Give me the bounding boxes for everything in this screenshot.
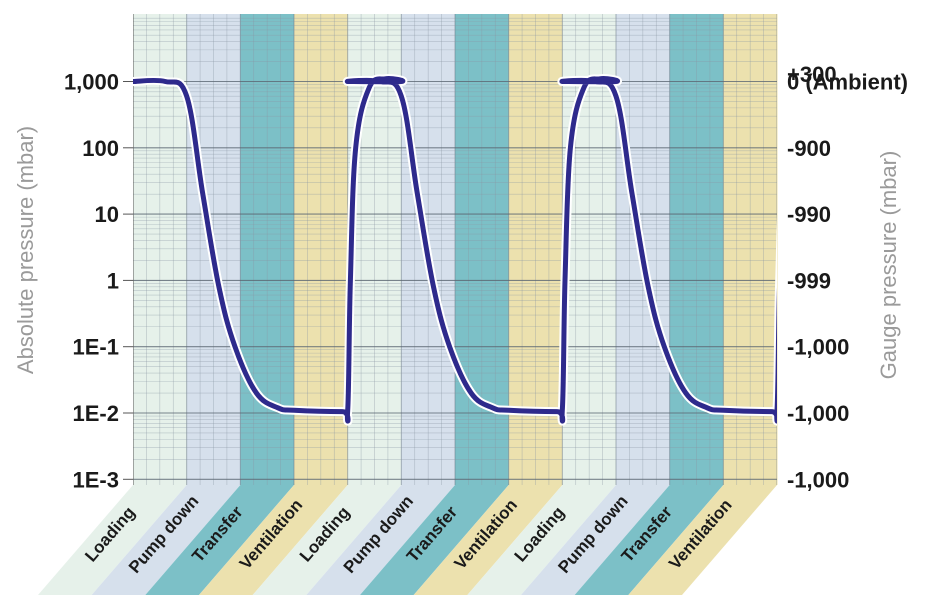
right-tick-label: -1,000 [787,335,849,360]
right-tick-label: +300 [787,62,837,87]
phase-label-slants [38,485,777,595]
right-tick-label: -1,000 [787,467,849,492]
phase-slant [252,485,402,595]
right-tick-label: 0 (Ambient) [787,70,908,95]
right-tick-label: -990 [787,202,831,227]
phase-slant [521,485,670,595]
phase-slant [360,485,509,595]
grid [133,14,777,485]
left-tick-label: 1 [107,268,119,293]
left-axis-ticks: 1,000 100 10 1 1E-1 1E-2 1E-3 [64,70,133,492]
phase-slant [145,485,294,595]
right-tick-label: -900 [787,136,831,161]
left-tick-label: 1E-1 [73,335,119,360]
phase-slant [413,485,563,595]
left-tick-label: 1E-2 [73,401,119,426]
left-tick-label: 100 [82,136,119,161]
phase-slant [628,485,777,595]
right-tick-label: -1,000 [787,401,849,426]
phase-slant [199,485,348,595]
phase-slant [91,485,241,595]
phase-slant [574,485,724,595]
pressure-curve-group [133,74,777,426]
pressure-curve [133,76,777,424]
phase-slant [306,485,455,595]
right-tick-label: -999 [787,268,831,293]
phase-slant [38,485,187,595]
left-axis-label: Absolute pressure (mbar) [13,126,38,374]
left-tick-label: 1E-3 [73,467,119,492]
left-tick-label: 1,000 [64,70,119,95]
left-tick-label: 10 [95,202,119,227]
phase-slant [467,485,616,595]
right-axis-label: Gauge pressure (mbar) [876,151,901,380]
